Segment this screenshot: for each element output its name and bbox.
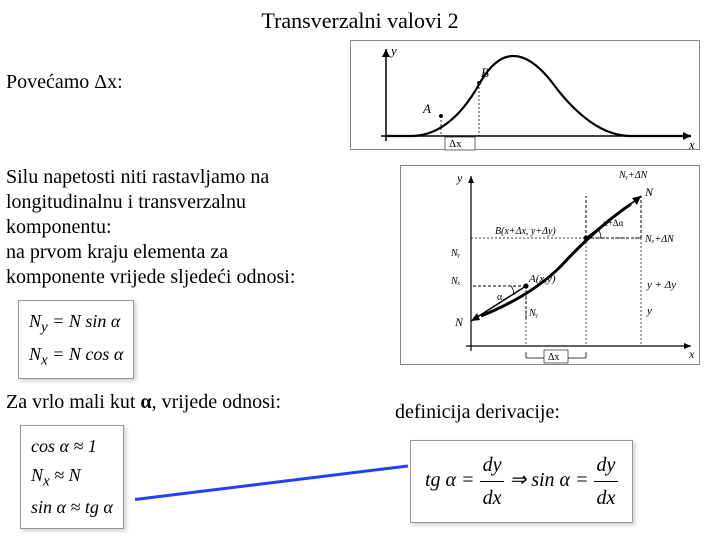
label-B: B [481,65,489,80]
label-A: A [422,101,431,116]
svg-text:y: y [456,171,463,185]
text-small-angle: Za vrlo mali kut α, vrijede odnosi: [6,390,281,415]
text-derivative-definition: definicija derivacije: [395,400,560,425]
formula-text: ⇒ sin α = [509,469,593,491]
svg-text:B(x+Δx, y+Δy): B(x+Δx, y+Δy) [495,226,556,237]
text-line: Silu napetosti niti rastavljamo na [6,165,386,190]
text-line: komponente vrijede sljedeći odnosi: [6,265,386,290]
label-dx: Δx [449,138,462,150]
text-line: na prvom kraju elementa za [6,240,386,265]
axis-x-label: x [688,137,695,151]
svg-text:Nₓ: Nₓ [450,276,461,287]
svg-text:α+Δα: α+Δα [603,218,624,228]
svg-text:Nᵧ: Nᵧ [450,248,461,259]
page-title: Transverzalni valovi 2 [0,0,720,34]
formula-text: tg α = [425,469,480,491]
svg-text:A(x,y): A(x,y) [528,273,556,285]
svg-text:y + Δy: y + Δy [646,279,676,291]
text-line: longitudinalnu i transverzalnu [6,190,386,215]
formula-derivative: tg α = dy dx ⇒ sin α = dy dx [410,440,633,523]
formula-cos-approx: cos α ≈ 1 [31,432,113,461]
fraction-dydx-2: dy dx [594,449,619,514]
connector-line [135,464,408,500]
formula-sin-approx: sin α ≈ tg α [31,493,113,522]
svg-text:Nₓ+ΔN: Nₓ+ΔN [644,234,675,245]
axis-y-label: y [389,43,397,58]
formula-nx-approx: Nx ≈ N [31,461,113,494]
diagram-wave-pulse: y x A B Δx [350,40,700,150]
diagram-force-decomposition: y x A(x,y) B(x+Δx, y+Δy) N Nᵧ+ΔN Nₓ+ΔN α… [400,165,700,365]
svg-text:Δx: Δx [548,352,559,363]
svg-text:y: y [646,305,652,317]
formula-approximations: cos α ≈ 1 Nx ≈ N sin α ≈ tg α [20,425,124,529]
fraction-dydx-1: dy dx [480,449,505,514]
svg-text:Nᵧ+ΔN: Nᵧ+ΔN [618,170,649,181]
svg-text:Nᵧ: Nᵧ [528,308,539,319]
text-line: komponentu: [6,215,386,240]
svg-text:N: N [644,185,654,199]
text-decompose-tension: Silu napetosti niti rastavljamo na longi… [6,165,386,290]
formula-components: Ny = N sin α Nx = N cos α [18,300,134,379]
svg-text:α: α [497,292,503,303]
svg-text:N: N [454,315,464,329]
text-enlarge-dx: Povećamo Δx: [6,70,123,95]
svg-text:x: x [688,347,695,361]
formula-ny: Ny = N sin α [29,307,123,340]
formula-nx: Nx = N cos α [29,340,123,373]
